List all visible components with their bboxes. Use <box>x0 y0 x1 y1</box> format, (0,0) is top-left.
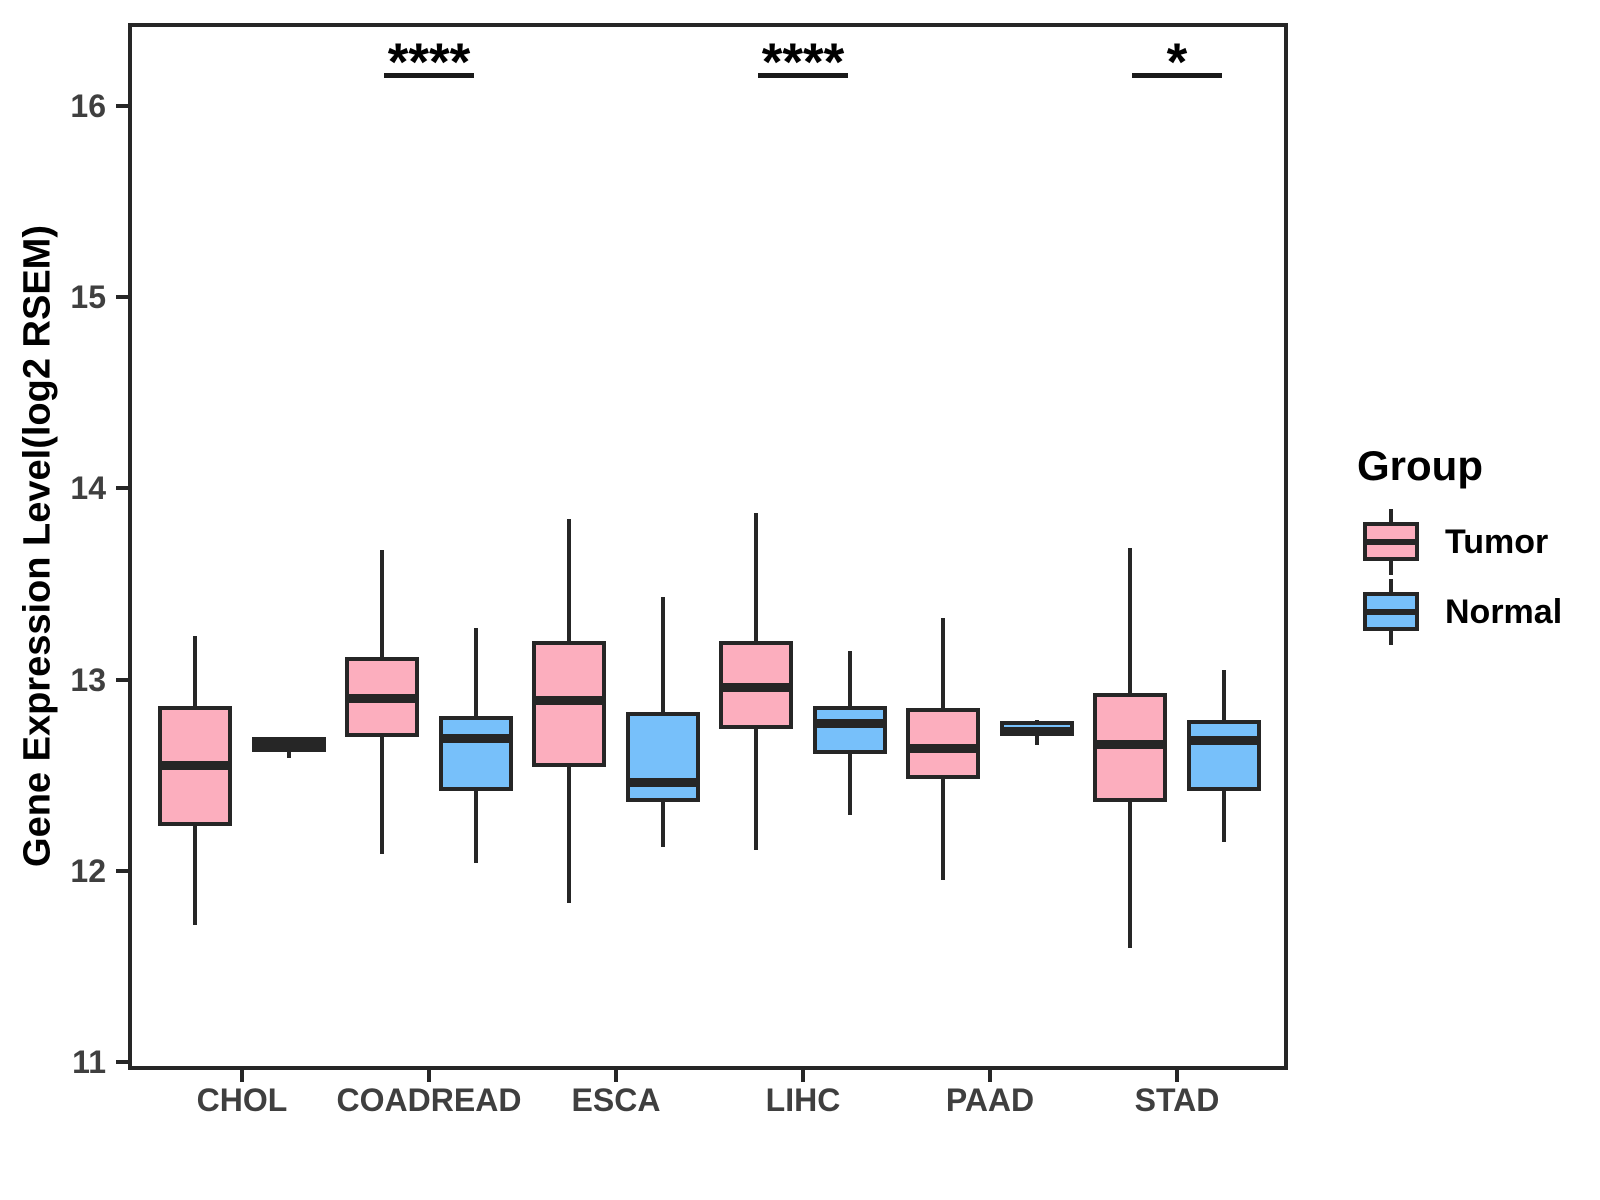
tumor-median-COADREAD <box>345 694 419 703</box>
tumor-median-PAAD <box>906 744 980 753</box>
tumor-median-STAD <box>1093 740 1167 749</box>
x-tick-label: PAAD <box>945 1082 1035 1118</box>
legend-item-label-tumor: Tumor <box>1445 523 1549 561</box>
significance-bar-COADREAD <box>384 73 474 78</box>
x-tick-mark <box>614 1070 618 1082</box>
y-tick-mark <box>116 869 128 873</box>
plot-panel-border <box>128 23 1288 1070</box>
y-tick-mark <box>116 678 128 682</box>
tumor-median-LIHC <box>719 683 793 692</box>
normal-box-COADREAD <box>439 716 513 791</box>
normal-median-CHOL <box>252 741 326 750</box>
y-tick-label: 13 <box>70 662 106 698</box>
x-tick-label: STAD <box>1134 1082 1220 1118</box>
y-tick-label: 15 <box>70 279 106 315</box>
significance-stars-STAD: * <box>1166 33 1188 92</box>
legend-title: Group <box>1357 442 1483 489</box>
y-tick-mark <box>116 1060 128 1064</box>
y-tick-label: 11 <box>72 1044 106 1080</box>
y-tick-mark <box>116 104 128 108</box>
x-tick-mark <box>988 1070 992 1082</box>
normal-median-LIHC <box>813 719 887 728</box>
y-tick-mark <box>116 295 128 299</box>
normal-median-STAD <box>1187 736 1261 745</box>
legend-glyph-median <box>1363 609 1419 615</box>
x-tick-mark <box>240 1070 244 1082</box>
normal-median-PAAD <box>1000 727 1074 736</box>
x-tick-mark <box>427 1070 431 1082</box>
x-tick-label: LIHC <box>765 1082 841 1118</box>
normal-median-COADREAD <box>439 734 513 743</box>
y-tick-mark <box>116 486 128 490</box>
tumor-median-ESCA <box>532 696 606 705</box>
legend: Group Tumor Normal <box>1330 440 1600 670</box>
legend-glyph-tumor <box>1363 509 1419 575</box>
normal-box-STAD <box>1187 720 1261 791</box>
legend-item-label-normal: Normal <box>1445 593 1563 631</box>
legend-glyph-normal <box>1363 579 1419 645</box>
normal-median-ESCA <box>626 778 700 787</box>
normal-box-LIHC <box>813 706 887 754</box>
legend-glyph-median <box>1363 539 1419 545</box>
x-tick-mark <box>801 1070 805 1082</box>
x-tick-label: COADREAD <box>336 1082 522 1118</box>
significance-stars-LIHC: **** <box>761 33 845 92</box>
significance-bar-STAD <box>1132 73 1222 78</box>
x-tick-label: ESCA <box>571 1082 661 1118</box>
tumor-box-PAAD <box>906 708 980 779</box>
significance-stars-COADREAD: **** <box>387 33 471 92</box>
tumor-median-CHOL <box>158 761 232 770</box>
y-tick-label: 16 <box>70 88 106 124</box>
x-tick-label: CHOL <box>196 1082 288 1118</box>
x-tick-mark <box>1175 1070 1179 1082</box>
significance-bar-LIHC <box>758 73 848 78</box>
y-tick-label: 12 <box>70 853 106 889</box>
normal-box-ESCA <box>626 712 700 802</box>
y-tick-label: 14 <box>70 470 106 506</box>
